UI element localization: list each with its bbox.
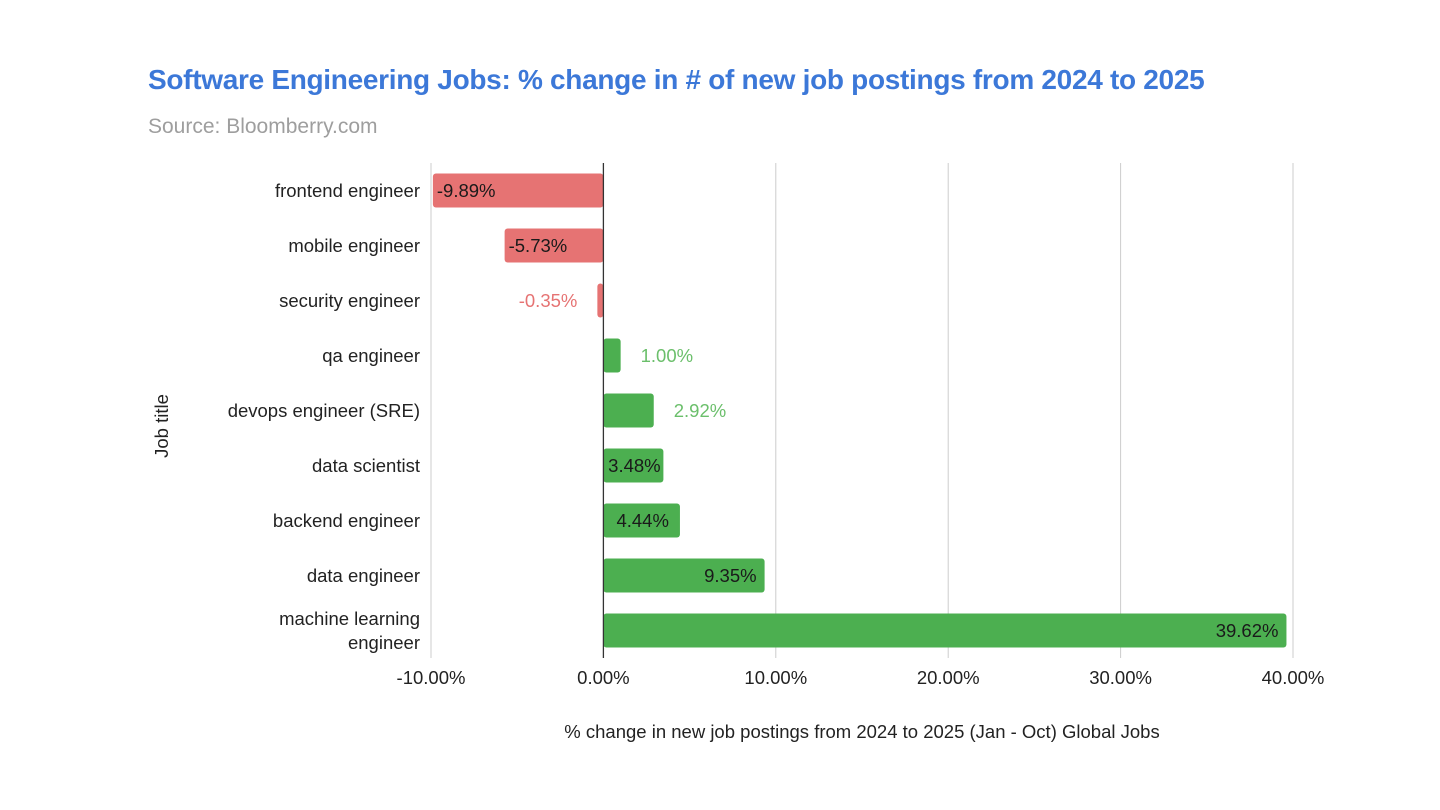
bar bbox=[603, 338, 621, 373]
data-label: -0.35% bbox=[519, 290, 578, 311]
x-axis-title: % change in new job postings from 2024 t… bbox=[564, 721, 1159, 742]
category-label: frontend engineer bbox=[275, 180, 420, 201]
category-label: mobile engineer bbox=[288, 235, 420, 256]
x-tick-labels: -10.00% 0.00% 10.00% 20.00% 30.00% 40.00% bbox=[397, 667, 1325, 688]
gridlines bbox=[430, 163, 1294, 658]
category-label-line: backend engineer bbox=[273, 510, 420, 531]
category-label-line: devops engineer (SRE) bbox=[228, 400, 420, 421]
category-labels: frontend engineer mobile engineer security… bbox=[228, 180, 420, 653]
bar bbox=[603, 393, 654, 428]
category-label-line: data engineer bbox=[307, 565, 420, 586]
category-label: machine learning engineer bbox=[279, 608, 420, 653]
category-label: qa engineer bbox=[322, 345, 420, 366]
x-tick-label: 10.00% bbox=[744, 667, 807, 688]
bar bbox=[432, 173, 604, 208]
category-label: backend engineer bbox=[273, 510, 420, 531]
category-label-line: security engineer bbox=[279, 290, 420, 311]
category-label: security engineer bbox=[279, 290, 420, 311]
category-label-line: frontend engineer bbox=[275, 180, 420, 201]
data-labels: -9.89% -5.73% -0.35% 1.00% 2.92% 3.48% 4.44% 9.… bbox=[437, 180, 1279, 641]
x-tick-label: 30.00% bbox=[1089, 667, 1152, 688]
chart-subtitle: Source: Bloomberry.com bbox=[148, 115, 378, 138]
data-label: 3.48% bbox=[608, 455, 660, 476]
x-tick-label: -10.00% bbox=[397, 667, 466, 688]
category-label-line: mobile engineer bbox=[288, 235, 420, 256]
category-label-line: data scientist bbox=[312, 455, 420, 476]
data-label: 2.92% bbox=[674, 400, 726, 421]
data-label: -5.73% bbox=[509, 235, 568, 256]
bar bbox=[603, 558, 765, 593]
chart-title: Software Engineering Jobs: % change in #… bbox=[148, 64, 1205, 95]
bars bbox=[432, 173, 1287, 648]
data-label: 1.00% bbox=[641, 345, 693, 366]
category-label-line: qa engineer bbox=[322, 345, 420, 366]
bar bbox=[603, 448, 664, 483]
bar bbox=[603, 503, 680, 538]
category-label-line: engineer bbox=[348, 632, 420, 653]
data-label: 39.62% bbox=[1216, 620, 1279, 641]
data-label: 4.44% bbox=[616, 510, 668, 531]
category-label: data scientist bbox=[312, 455, 420, 476]
x-tick-label: 40.00% bbox=[1262, 667, 1325, 688]
data-label: 9.35% bbox=[704, 565, 756, 586]
data-label: -9.89% bbox=[437, 180, 496, 201]
category-label-line: machine learning bbox=[279, 608, 420, 629]
category-label: devops engineer (SRE) bbox=[228, 400, 420, 421]
category-label: data engineer bbox=[307, 565, 420, 586]
x-tick-label: 0.00% bbox=[577, 667, 629, 688]
bar bbox=[603, 613, 1287, 648]
bar bbox=[504, 228, 604, 263]
x-tick-label: 20.00% bbox=[917, 667, 980, 688]
bar bbox=[597, 283, 604, 318]
y-axis-title: Job title bbox=[151, 394, 172, 458]
